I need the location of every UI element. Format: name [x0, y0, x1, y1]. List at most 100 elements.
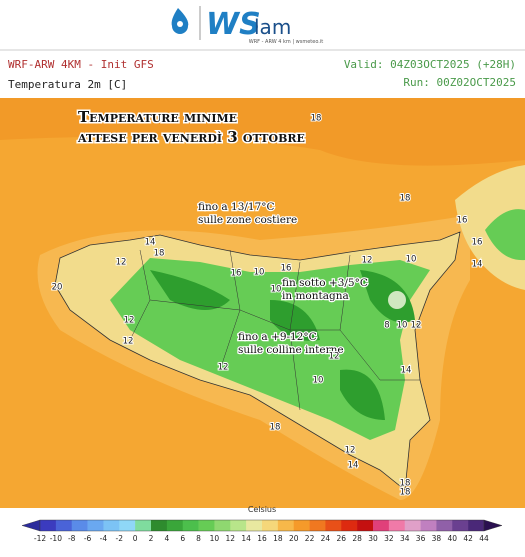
map-value-label: 12	[218, 363, 229, 373]
colorbar-segment	[103, 520, 120, 531]
map-value-label: 10	[313, 376, 324, 386]
colorbar-segment	[452, 520, 469, 531]
colorbar-tick-label: 44	[479, 534, 489, 543]
map-value-label: 14	[472, 260, 483, 270]
map-value-label: 10	[397, 321, 408, 331]
colorbar-segment	[135, 520, 152, 531]
map-value-label: 16	[472, 238, 483, 248]
colorbar-segment	[198, 520, 215, 531]
map-value-label: 12	[329, 352, 340, 362]
logo: WS lam WRF - ARW 4 km | wsmeteo.it	[171, 6, 324, 45]
map-title-line-2: attese per venerdì 3 ottobre	[77, 128, 305, 146]
map-value-label: 10	[271, 285, 282, 295]
annotation: fino a +9-12°C sulle colline interne	[238, 331, 344, 356]
colorbar-segment	[436, 520, 453, 531]
model-label: WRF-ARW 4KM - Init GFS	[8, 58, 154, 71]
logo-icon	[171, 8, 189, 34]
map-value-label: 10	[406, 255, 417, 265]
colorbar-tick-label: -4	[100, 534, 108, 543]
map: Temperature minime attese per venerdì 3 …	[0, 98, 525, 508]
map-value-label: 12	[345, 446, 356, 456]
colorbar-tick-label: 20	[289, 534, 299, 543]
colorbar-tick-label: 40	[448, 534, 458, 543]
colorbar-tick-label: -6	[84, 534, 92, 543]
map-value-label: 18	[154, 249, 165, 259]
colorbar-tick-label: 8	[196, 534, 201, 543]
map-value-label: 18	[400, 194, 411, 204]
colorbar-tick-label: 36	[416, 534, 426, 543]
colorbar-segment	[87, 520, 104, 531]
colorbar: -12 -10 -8 -6 -4 -2 0 2 4 6 8 10 12 14 16 18 20 22 24 26 28 3…	[21, 519, 503, 543]
colorbar-tick-label: 14	[241, 534, 251, 543]
map-value-label: 16	[457, 216, 468, 226]
colorbar-frame	[39, 519, 485, 532]
colorbar-tick-label: 6	[180, 534, 185, 543]
colorbar-segment	[373, 520, 390, 531]
colorbar-tick-label: -8	[68, 534, 76, 543]
map-value-label: 12	[411, 321, 422, 331]
colorbar-segment	[151, 520, 168, 531]
colorbar-segment	[341, 520, 358, 531]
colorbar-tick-label: -12	[34, 534, 46, 543]
annotation: fino a 13/17°C sulle zone costiere	[198, 201, 297, 226]
logo-icon-dot	[177, 21, 183, 27]
colorbar-tick-label: 42	[463, 534, 473, 543]
colorbar-tick-label: 10	[210, 534, 220, 543]
map-value-label: 18	[400, 488, 411, 498]
colorbar-segment	[182, 520, 199, 531]
colorbar-segment	[166, 520, 184, 531]
colorbar-segment	[420, 520, 437, 531]
map-value-label: 12	[124, 316, 135, 326]
colorbar-segment	[388, 520, 406, 531]
colorbar-tick-label: 24	[321, 534, 331, 543]
colorbar-segment	[357, 520, 374, 531]
colorbar-tick-label: -10	[50, 534, 62, 543]
calabria-inland	[485, 209, 525, 261]
colorbar-segment	[71, 520, 88, 531]
annotation: fin sotto +3/5°C in montagna	[282, 277, 368, 302]
map-value-label: 16	[231, 269, 242, 279]
colorbar-tick-label: 34	[400, 534, 410, 543]
colorbar-segment	[246, 520, 263, 531]
run-label: Run: 00Z02OCT2025	[403, 76, 516, 89]
colorbar-segment	[262, 520, 279, 531]
colorbar-segment	[119, 520, 136, 531]
colorbar-segment	[325, 520, 342, 531]
colorbar-unit: Celsius	[248, 505, 276, 514]
colorbar-segment	[468, 520, 485, 531]
colorbar-tick-label: 30	[368, 534, 378, 543]
colorbar-segment	[277, 520, 295, 531]
map-value-label: 14	[401, 366, 412, 376]
map-value-label: 10	[254, 268, 265, 278]
colorbar-tick-label: -2	[116, 534, 124, 543]
map-value-label: 18	[270, 423, 281, 433]
colorbar-tick-label: 26	[337, 534, 347, 543]
colorbar-segment	[214, 520, 231, 531]
province-borders	[129, 249, 420, 411]
colorbar-tick-label: 22	[305, 534, 315, 543]
logo-lam: lam	[254, 15, 291, 39]
map-value-label: 16	[281, 264, 292, 274]
colorbar-segment	[293, 520, 310, 531]
map-title-line-1: Temperature minime	[78, 108, 237, 126]
colorbar-tick-label: 28	[352, 534, 362, 543]
colorbar-segment	[230, 520, 247, 531]
map-value-label: 14	[145, 238, 156, 248]
colorbar-tick-label: 4	[164, 534, 169, 543]
map-value-label: 18	[400, 479, 411, 489]
logo-ws: WS	[206, 7, 261, 42]
colorbar-segment	[309, 520, 326, 531]
valid-label: Valid: 04Z03OCT2025 (+28H)	[344, 58, 516, 71]
sea-north	[0, 98, 525, 166]
logo-tagline: WRF - ARW 4 km | wsmeteo.it	[249, 39, 324, 45]
colorbar-tick-label: 16	[257, 534, 267, 543]
map-value-label: 14	[348, 461, 359, 471]
colorbar-tick-label: 0	[133, 534, 138, 543]
etna	[388, 291, 406, 309]
map-value-label: 20	[52, 283, 63, 293]
map-value-label: 8	[384, 321, 389, 331]
map-value-label: 18	[311, 114, 322, 124]
colorbar-tick-label: 12	[226, 534, 236, 543]
map-value-label: 12	[123, 337, 134, 347]
